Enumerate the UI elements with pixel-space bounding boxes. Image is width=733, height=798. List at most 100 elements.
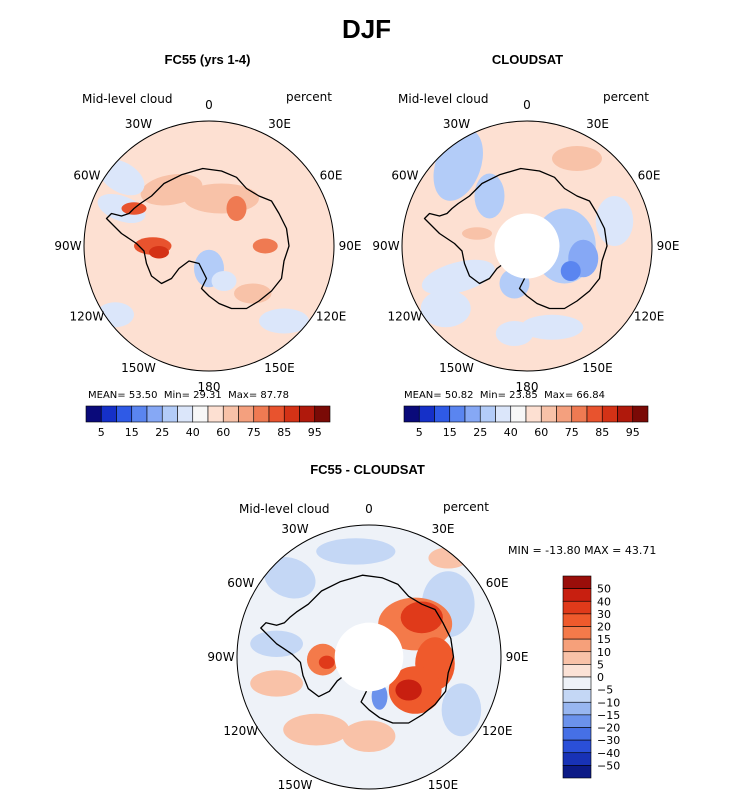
colorbar-swatch	[571, 405, 588, 423]
colorbar-tick-label: 40	[597, 595, 611, 608]
pole-missing-cap	[334, 622, 404, 692]
contour-patch	[441, 683, 482, 737]
colorbar-swatch	[464, 405, 481, 423]
colorbar-tick-label: 25	[473, 426, 487, 439]
panel3-field-label: Mid-level cloud	[239, 502, 330, 516]
colorbar-swatch	[562, 664, 592, 678]
colorbar-swatch	[562, 588, 592, 602]
colorbar-tick-label: 85	[277, 426, 291, 439]
colorbar-swatch	[283, 405, 300, 423]
lon-label: 180	[516, 380, 539, 394]
colorbar-tick-label: 30	[597, 608, 611, 621]
colorbar-swatch	[268, 405, 285, 423]
lon-label: 30E	[268, 117, 291, 131]
colorbar-tick-label: −30	[597, 734, 620, 747]
lon-label: 150W	[121, 361, 156, 375]
colorbar-tick-label: 15	[443, 426, 457, 439]
panel3-units: percent	[443, 500, 489, 514]
contour-patch	[421, 259, 495, 295]
contour-patch	[560, 261, 581, 281]
contour-patch	[264, 557, 316, 599]
colorbar-swatch	[586, 405, 603, 423]
colorbar-tick-label: 0	[597, 671, 604, 684]
colorbar-tick-label: 85	[595, 426, 609, 439]
lon-label: 120W	[388, 310, 423, 324]
colorbar-swatch	[131, 405, 148, 423]
contour-patch	[234, 283, 272, 304]
contour-patch	[552, 146, 602, 171]
lon-label: 60W	[227, 576, 254, 590]
colorbar-swatch	[525, 405, 542, 423]
lon-label: 90W	[372, 239, 399, 253]
map-border	[83, 120, 335, 372]
lon-label: 0	[365, 502, 373, 516]
colorbar-swatch	[207, 405, 224, 423]
colorbar-tick-label: −15	[597, 709, 620, 722]
antarctica-coastline	[423, 167, 608, 310]
lon-label: 60E	[486, 576, 509, 590]
lon-label: 0	[205, 98, 213, 112]
colorbar-swatch	[540, 405, 557, 423]
lon-label: 90W	[207, 650, 234, 664]
colorbar: 5 15 25 40 60 75 85 95	[403, 405, 649, 439]
lon-label: 60W	[391, 169, 418, 183]
panel2-stats: MEAN= 50.82 Min= 23.85 Max= 66.84	[404, 390, 606, 401]
colorbar-tick-label: −10	[597, 696, 620, 709]
colorbar-swatch	[562, 689, 592, 703]
colorbar-swatch	[449, 405, 466, 423]
colorbar-tick-label: 75	[247, 426, 261, 439]
lon-label: 30E	[586, 117, 609, 131]
colorbar-swatch	[510, 405, 527, 423]
colorbar-swatch	[562, 600, 592, 615]
colorbar-swatch	[562, 752, 592, 766]
contour-patch	[184, 183, 259, 214]
colorbar-swatch	[562, 765, 592, 779]
lon-label: 30W	[125, 117, 152, 131]
colorbar-tick-label: 95	[308, 426, 322, 439]
colorbar-swatch	[632, 405, 649, 423]
colorbar-tick-label: 15	[597, 633, 611, 646]
colorbar-swatch	[85, 405, 102, 423]
lon-label: 90E	[506, 650, 529, 664]
contour-patch	[520, 314, 584, 340]
antarctica-coastline	[260, 574, 455, 724]
colorbar-tick-label: 20	[597, 621, 611, 634]
panel3-stats: MIN = -13.80 MAX = 43.71	[508, 544, 657, 557]
colorbar-swatch	[116, 405, 133, 423]
contour-patch	[400, 601, 443, 634]
panel1-field-label: Mid-level cloud	[82, 92, 173, 106]
colorbar-tick-label: 60	[534, 426, 548, 439]
colorbar-swatch	[177, 405, 194, 423]
pole-missing-cap	[494, 213, 560, 279]
contour-patch	[246, 148, 309, 169]
contour-patch	[428, 547, 469, 569]
lon-label: 30W	[443, 117, 470, 131]
lon-label: 120W	[70, 310, 105, 324]
colorbar-swatch	[562, 727, 592, 741]
colorbar-swatch	[562, 613, 592, 627]
colorbar-swatch	[495, 405, 512, 423]
panel1-units: percent	[286, 90, 332, 104]
lon-label: 120W	[223, 724, 258, 738]
colorbar-swatch	[562, 701, 592, 716]
colorbar-tick-label: −40	[597, 747, 620, 760]
contour-patch	[316, 538, 396, 565]
colorbar-swatch	[562, 714, 592, 728]
lon-label: 120E	[316, 310, 347, 324]
contour-patch	[226, 196, 247, 221]
lon-label: 150E	[428, 778, 459, 792]
colorbar-swatch	[253, 405, 270, 423]
colorbar-swatch	[617, 405, 634, 423]
figure-title: DJF	[341, 14, 392, 44]
lon-label: 90W	[54, 239, 81, 253]
colorbar-swatch	[146, 405, 163, 423]
contour-patch	[462, 227, 492, 240]
contour-patch	[342, 720, 396, 753]
colorbar-tick-label: −50	[597, 759, 620, 772]
colorbar-tick-label: 40	[504, 426, 518, 439]
colorbar-swatch	[556, 405, 573, 423]
colorbar-tick-label: 40	[186, 426, 200, 439]
lon-label: 60W	[73, 169, 100, 183]
